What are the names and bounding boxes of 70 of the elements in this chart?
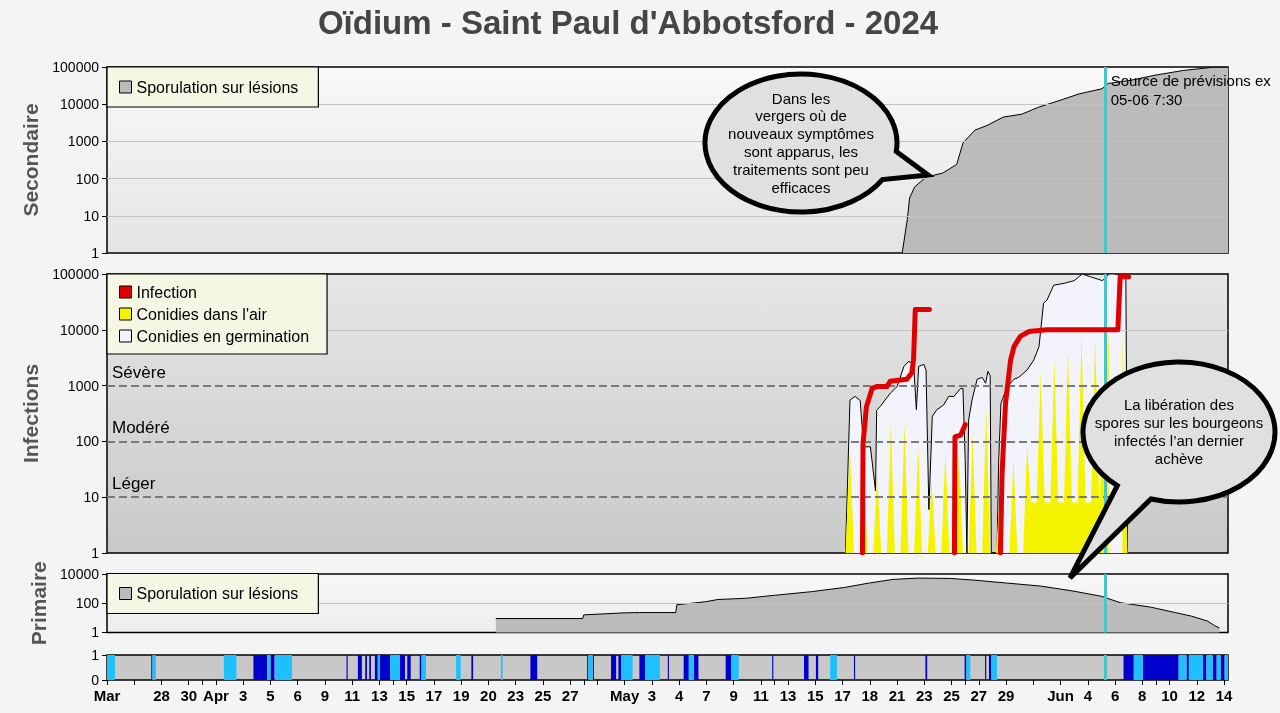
y-tick-label: 1000 xyxy=(67,133,100,150)
x-tick-label: 21 xyxy=(888,687,906,704)
x-tick-label: Mar xyxy=(93,687,121,704)
x-tick-label: 13 xyxy=(779,687,797,704)
x-tick-label: 5 xyxy=(266,687,275,704)
x-tick-label: 23 xyxy=(507,687,525,704)
y-axis-title: Infections xyxy=(19,363,42,464)
x-tick-label: 27 xyxy=(970,687,988,704)
x-tick-label: 27 xyxy=(561,687,579,704)
annotation: Dans les vergers où de nouveaux symptômes sont apparus, les traitements sont peu efficaces xyxy=(727,89,875,197)
y-tick-label: 10000 xyxy=(60,96,100,113)
y-tick-label: 1000 xyxy=(67,377,100,394)
x-tick-label: 17 xyxy=(834,687,851,704)
y-axis-title: Primaire xyxy=(27,561,50,646)
x-tick-label: 12 xyxy=(1188,687,1206,704)
x-tick-label: 11 xyxy=(344,687,361,704)
x-tick-label: 28 xyxy=(153,687,170,704)
y-tick-label: 1 xyxy=(91,545,100,561)
legend-label: Conidies en germination xyxy=(136,327,310,345)
x-tick-label: 6 xyxy=(1110,687,1120,704)
y-tick-label: 0 xyxy=(91,672,100,688)
x-tick-label: 8 xyxy=(1138,687,1147,704)
y-tick-label: 100 xyxy=(75,433,100,450)
x-tick-label: 3 xyxy=(239,687,248,704)
x-tick-label: 15 xyxy=(398,687,416,704)
y-tick-label: 1 xyxy=(91,245,100,261)
ref-line-label: Sévère xyxy=(112,362,166,382)
x-tick-label: 17 xyxy=(425,687,443,704)
x-tick-label: 25 xyxy=(943,687,960,704)
x-tick-label: 9 xyxy=(729,687,738,704)
y-tick-label: 100 xyxy=(75,170,100,187)
y-axis-title: Secondaire xyxy=(19,103,42,217)
x-tick-label: 3 xyxy=(647,687,657,704)
x-tick-label: 18 xyxy=(861,687,879,704)
y-tick-label: 10 xyxy=(83,489,100,506)
y-tick-label: 100000 xyxy=(52,59,100,75)
y-tick-label: 1 xyxy=(91,624,100,641)
x-tick-label: 4 xyxy=(674,687,684,704)
legend-label: Infection xyxy=(136,283,197,301)
x-tick-label: 30 xyxy=(180,687,198,704)
x-tick-label: 7 xyxy=(702,687,711,704)
x-tick-label: 15 xyxy=(807,687,824,704)
x-tick-label: 4 xyxy=(1083,687,1093,704)
chart-title: Oïdium - Saint Paul d'Abbotsford - 2024 xyxy=(317,4,939,41)
x-tick-label: 20 xyxy=(480,687,497,704)
ref-line-label: Léger xyxy=(112,474,156,494)
x-tick-label: 9 xyxy=(320,687,330,704)
x-tick-label: 14 xyxy=(1215,687,1234,704)
x-tick-label: 11 xyxy=(752,687,769,704)
x-tick-label: 6 xyxy=(293,687,302,704)
y-tick-label: 100000 xyxy=(52,266,100,282)
legend-label: Conidies dans l'air xyxy=(136,305,268,323)
ref-line-label: Modéré xyxy=(112,418,170,438)
y-tick-label: 10000 xyxy=(60,566,100,583)
x-tick-label: 29 xyxy=(997,687,1015,704)
legend-label: Sporulation sur lésions xyxy=(136,585,299,602)
x-tick-label: Jun xyxy=(1047,687,1074,704)
x-tick-label: 10 xyxy=(1161,687,1178,704)
x-tick-label: 23 xyxy=(915,687,933,704)
x-tick-label: Apr xyxy=(203,687,230,704)
x-tick-label: 13 xyxy=(371,687,388,704)
x-tick-label: May xyxy=(610,687,640,704)
y-tick-label: 100 xyxy=(75,595,100,612)
y-tick-label: 10 xyxy=(83,207,100,224)
annotation: La libération des spores sur les bourgeons infectés l’an dernier achève xyxy=(1093,396,1265,468)
y-tick-label: 10000 xyxy=(60,321,100,338)
legend-label: Sporulation sur lésions xyxy=(136,78,299,96)
x-tick-label: 19 xyxy=(452,687,470,704)
y-tick-label: 1 xyxy=(91,647,100,663)
x-tick-label: 25 xyxy=(534,687,552,704)
